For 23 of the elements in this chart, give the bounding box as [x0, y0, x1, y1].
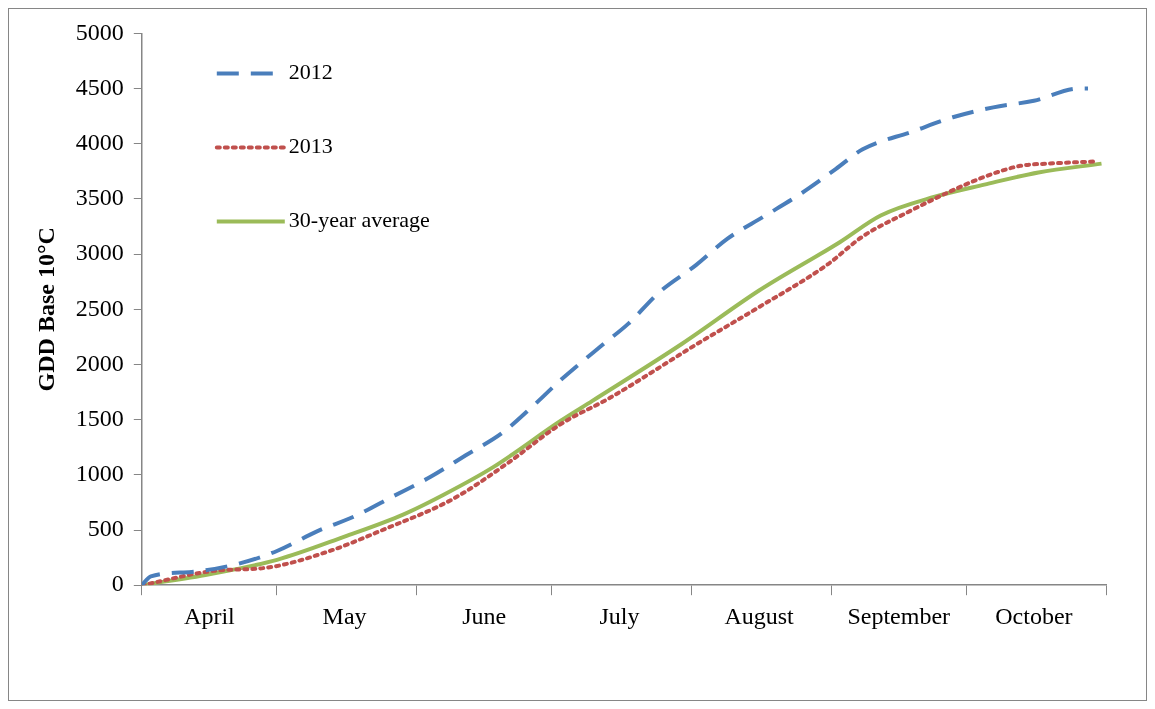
legend-label: 30-year average [288, 207, 430, 233]
y-tick-label: 1000 [75, 460, 124, 487]
y-tick-label: 2500 [75, 294, 124, 321]
x-tick-label: August [724, 602, 795, 629]
y-tick-label: 2000 [75, 349, 124, 376]
y-tick-label: 3500 [75, 184, 124, 211]
x-tick-label: July [599, 602, 640, 629]
y-tick-label: 3000 [75, 239, 124, 266]
legend-label: 2012 [288, 59, 333, 85]
x-tick-label: October [995, 602, 1073, 629]
y-axis-title: GDD Base 10°C [32, 227, 59, 392]
line-series [141, 86, 1090, 586]
y-tick-label: 4000 [75, 129, 124, 156]
legend-label: 2013 [288, 133, 333, 159]
y-tick-label: 1500 [75, 404, 124, 431]
y-tick-label: 5000 [75, 18, 124, 45]
x-tick-label: June [462, 602, 507, 629]
x-tick-label: May [322, 602, 367, 629]
y-tick-label: 0 [111, 570, 124, 597]
x-tick-label: April [184, 602, 236, 629]
y-tick-label: 500 [87, 515, 124, 542]
x-tick-label: September [847, 602, 951, 629]
y-tick-label: 4500 [75, 73, 124, 100]
